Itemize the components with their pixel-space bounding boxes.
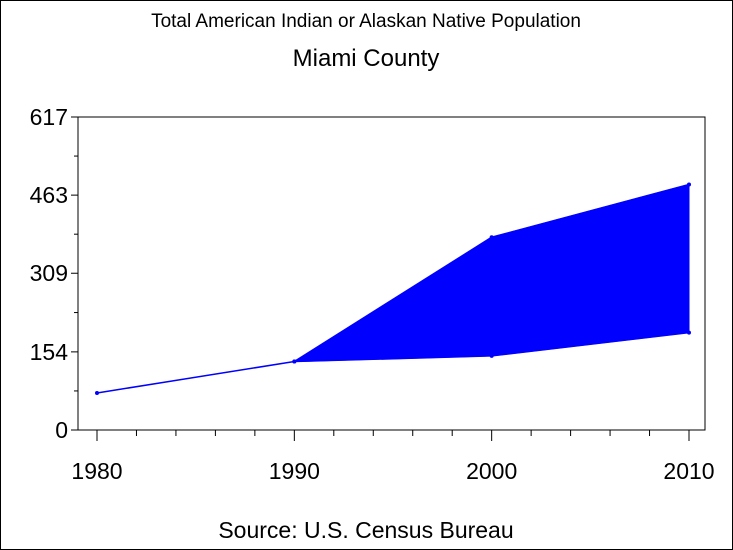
source-note: Source: U.S. Census Bureau (218, 517, 513, 543)
x-tick-label: 1990 (269, 458, 320, 484)
x-tick-label: 1980 (71, 458, 122, 484)
y-tick-label: 0 (55, 417, 68, 443)
chart-subtitle: Miami County (293, 45, 440, 72)
series-line-lower (96, 331, 690, 394)
data-point-lower-1980 (95, 390, 99, 395)
y-tick-label: 463 (30, 182, 68, 208)
area-fill (292, 183, 690, 363)
data-point-lower-2010 (687, 330, 691, 335)
data-point-upper-2010 (687, 182, 691, 187)
data-point-upper-2000 (489, 235, 494, 240)
x-tick-label: 2010 (663, 458, 714, 484)
y-tick-label: 617 (30, 104, 68, 130)
x-tick-label: 2000 (466, 458, 517, 484)
y-tick-label: 154 (30, 339, 69, 365)
data-point-lower-1990 (292, 359, 297, 364)
data-point-lower-2000 (489, 353, 494, 358)
chart-title: Total American Indian or Alaskan Native … (151, 11, 581, 32)
y-tick-label: 309 (30, 260, 68, 286)
